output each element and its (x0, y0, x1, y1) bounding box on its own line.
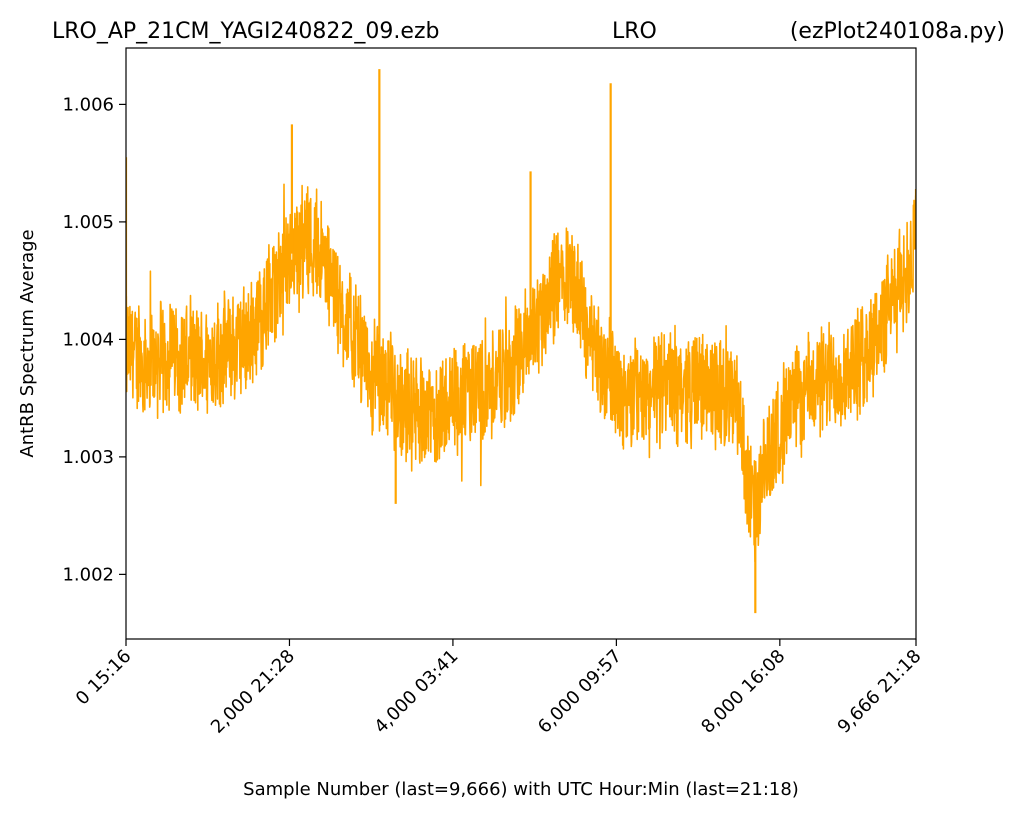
y-tick-label: 1.003 (62, 447, 114, 468)
x-axis: 0 15:16 2,000 21:28 4,000 03:41 6,000 09:57… (72, 639, 926, 738)
y-axis-label: AntRB Spectrum Average (17, 229, 38, 457)
x-tick-label: 2,000 21:28 (207, 646, 299, 738)
x-tick-label: 8,000 16:08 (697, 646, 789, 738)
y-tick-label: 1.004 (62, 329, 114, 350)
x-tick-label: 6,000 09:57 (534, 646, 626, 738)
x-tick-label: 4,000 03:41 (370, 646, 462, 738)
series-line (126, 183, 916, 563)
data-layer (126, 69, 916, 614)
y-axis: 1.002 1.003 1.004 1.005 1.006 (62, 94, 126, 585)
plot-frame (125, 47, 917, 640)
y-tick-label: 1.002 (62, 564, 114, 585)
x-axis-label: Sample Number (last=9,666) with UTC Hour… (243, 779, 799, 800)
y-tick-label: 1.005 (62, 212, 114, 233)
y-tick-label: 1.006 (62, 94, 114, 115)
chart-title-script: (ezPlot240108a.py) (790, 19, 1005, 44)
chart-title-site: LRO (612, 19, 657, 44)
x-tick-label: 9,666 21:18 (834, 646, 926, 738)
x-tick-label: 0 15:16 (72, 646, 136, 710)
chart-title-file: LRO_AP_21CM_YAGI240822_09.ezb (52, 19, 439, 44)
